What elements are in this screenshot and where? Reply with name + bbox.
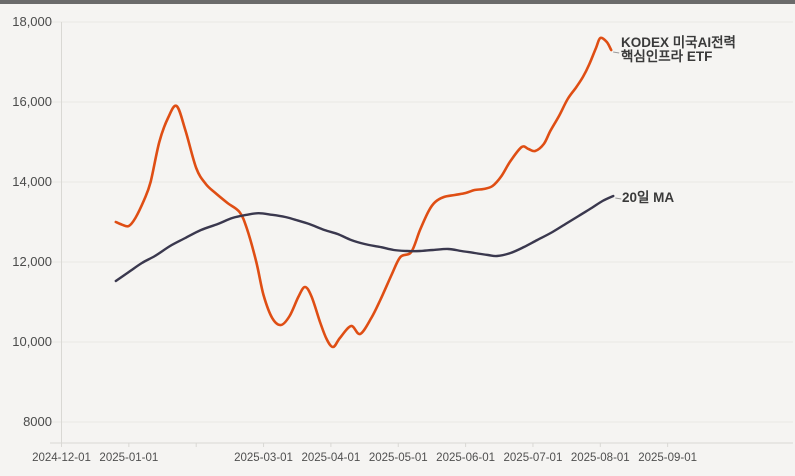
top-scrollbar[interactable] — [0, 0, 795, 4]
y-tick-label: 14,000 — [12, 174, 52, 189]
x-tick-label: 2025-08-01 — [570, 452, 630, 464]
x-tick-label: 2025-06-01 — [436, 452, 495, 464]
series-label-ma: 20일 MA — [622, 191, 674, 205]
series-label-etf: KODEX 미국AI전력 핵심인프라 ETF — [621, 36, 736, 63]
y-tick-label: 8000 — [23, 414, 52, 429]
etf-label-leader — [613, 51, 620, 54]
ma-line — [114, 194, 615, 283]
x-tick-label: 2025-07-01 — [503, 452, 563, 464]
x-tick-label: 2025-04-01 — [301, 452, 361, 464]
y-tick-label: 10,000 — [12, 334, 52, 349]
series-label-ma-line1: 20일 MA — [622, 190, 675, 205]
x-tick-label: 2025-09-01 — [638, 452, 698, 464]
y-tick-label: 12,000 — [12, 254, 52, 269]
ma-label-leader — [615, 197, 622, 200]
series-label-etf-line1: KODEX 미국AI전력 — [621, 35, 736, 50]
y-tick-label: 18,000 — [12, 14, 52, 29]
x-tick-label: 2024-12-01 — [32, 452, 91, 464]
x-tick-label: 2025-05-01 — [368, 452, 428, 464]
etf-price-line — [114, 36, 613, 349]
x-tick-label: 2025-03-01 — [234, 452, 293, 464]
series-label-etf-line2: 핵심인프라 ETF — [621, 48, 713, 64]
y-tick-label: 16,000 — [12, 94, 52, 109]
x-tick-label: 2025-01-01 — [99, 452, 159, 464]
